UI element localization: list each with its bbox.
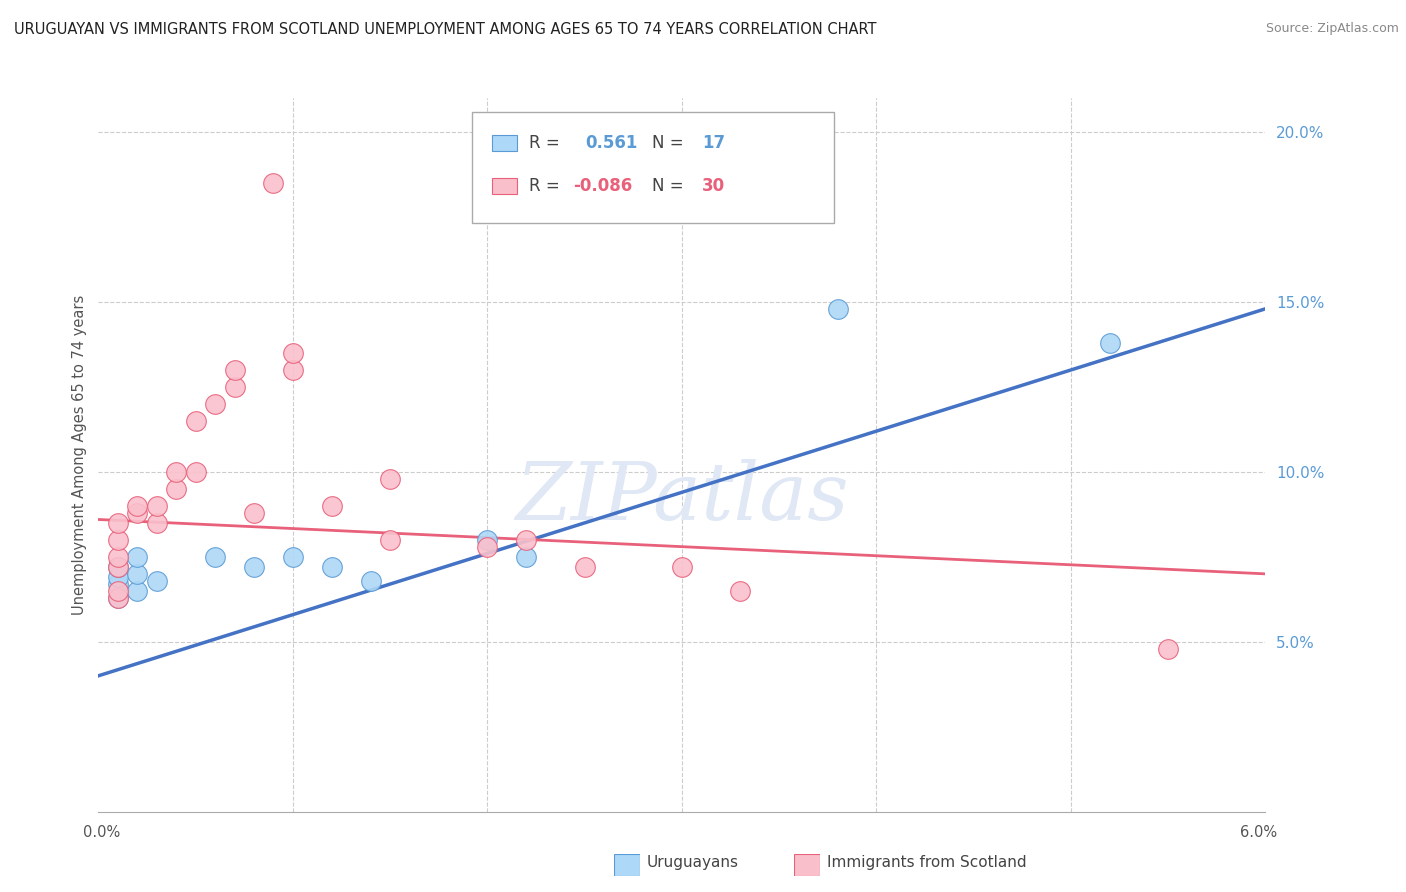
Point bbox=[127, 583, 149, 598]
Point bbox=[184, 414, 207, 428]
Point bbox=[281, 363, 304, 377]
Text: 6.0%: 6.0% bbox=[1240, 825, 1277, 840]
Point bbox=[1157, 641, 1180, 656]
Text: 17: 17 bbox=[702, 134, 725, 152]
Point bbox=[146, 499, 169, 513]
Text: N =: N = bbox=[651, 134, 689, 152]
Point bbox=[204, 397, 226, 411]
Text: URUGUAYAN VS IMMIGRANTS FROM SCOTLAND UNEMPLOYMENT AMONG AGES 65 TO 74 YEARS COR: URUGUAYAN VS IMMIGRANTS FROM SCOTLAND UN… bbox=[14, 22, 876, 37]
Point bbox=[321, 499, 343, 513]
Point bbox=[515, 549, 537, 564]
Point bbox=[321, 560, 343, 574]
Point bbox=[146, 516, 169, 530]
Point bbox=[107, 583, 129, 598]
Y-axis label: Unemployment Among Ages 65 to 74 years: Unemployment Among Ages 65 to 74 years bbox=[72, 294, 87, 615]
Point bbox=[127, 506, 149, 520]
Bar bbox=[492, 136, 517, 151]
Point bbox=[127, 566, 149, 581]
Point bbox=[477, 533, 499, 547]
Point bbox=[243, 560, 266, 574]
Point bbox=[127, 549, 149, 564]
Text: N =: N = bbox=[651, 177, 689, 194]
Point bbox=[671, 560, 693, 574]
Point bbox=[107, 516, 129, 530]
Text: ZIPatlas: ZIPatlas bbox=[515, 459, 849, 536]
Text: -0.086: -0.086 bbox=[574, 177, 633, 194]
Point bbox=[107, 560, 129, 574]
Text: 0.561: 0.561 bbox=[585, 134, 637, 152]
Text: 30: 30 bbox=[702, 177, 725, 194]
Point bbox=[281, 346, 304, 360]
FancyBboxPatch shape bbox=[472, 112, 834, 223]
Point bbox=[184, 465, 207, 479]
Point bbox=[107, 591, 129, 605]
Point bbox=[378, 533, 402, 547]
Point bbox=[165, 465, 187, 479]
Point bbox=[107, 570, 129, 584]
Point bbox=[127, 499, 149, 513]
Point bbox=[107, 577, 129, 591]
Point bbox=[243, 506, 266, 520]
Point bbox=[281, 549, 304, 564]
Point bbox=[204, 549, 226, 564]
Point bbox=[360, 574, 382, 588]
Point bbox=[1098, 335, 1121, 350]
Point bbox=[224, 363, 246, 377]
Point bbox=[165, 482, 187, 496]
Point bbox=[107, 591, 129, 605]
Point bbox=[378, 472, 402, 486]
Point bbox=[574, 560, 596, 574]
Text: Source: ZipAtlas.com: Source: ZipAtlas.com bbox=[1265, 22, 1399, 36]
Text: R =: R = bbox=[529, 134, 565, 152]
Point bbox=[224, 380, 246, 394]
Point bbox=[107, 549, 129, 564]
Bar bbox=[492, 178, 517, 194]
Point bbox=[827, 301, 849, 316]
Point bbox=[262, 176, 284, 190]
Text: Uruguayans: Uruguayans bbox=[647, 855, 738, 870]
Text: Immigrants from Scotland: Immigrants from Scotland bbox=[827, 855, 1026, 870]
Point bbox=[146, 574, 169, 588]
Point bbox=[477, 540, 499, 554]
Text: 0.0%: 0.0% bbox=[83, 825, 120, 840]
Text: R =: R = bbox=[529, 177, 565, 194]
Point bbox=[107, 533, 129, 547]
Point bbox=[730, 583, 752, 598]
Point bbox=[515, 533, 537, 547]
Point bbox=[107, 560, 129, 574]
